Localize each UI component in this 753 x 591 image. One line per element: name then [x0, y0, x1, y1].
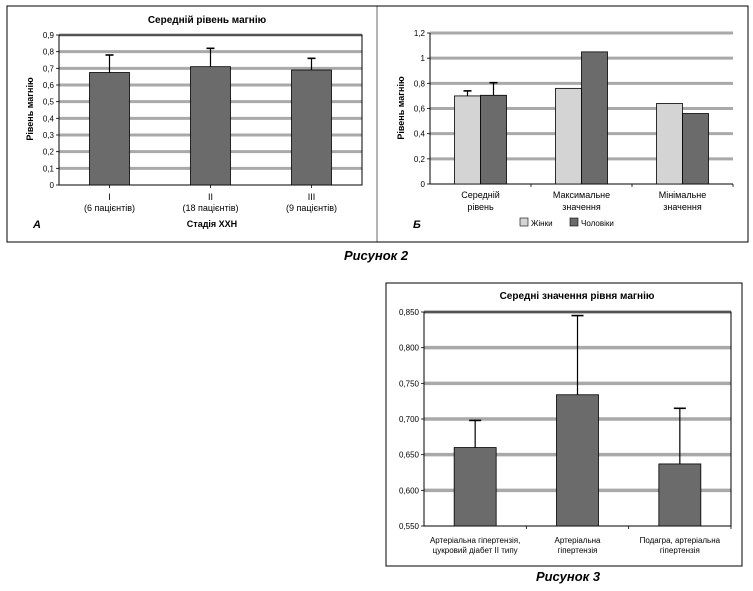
- chart-c-ytick-label: 0,800: [399, 344, 420, 353]
- chart-a-ytick-label: 0,8: [43, 48, 55, 57]
- chart-b-ylabel: Рівень магнію: [396, 76, 406, 140]
- panel-letter-b: Б: [413, 219, 421, 231]
- chart-a-ytick-label: 0,6: [43, 81, 55, 90]
- chart-a-ytick-label: 0,2: [43, 148, 55, 157]
- chart-a-bar: [89, 72, 130, 186]
- chart-c-ytick-label: 0,750: [399, 379, 420, 388]
- chart-b-xtick-label: Середній: [461, 190, 500, 200]
- legend-label-women: Жінки: [531, 219, 553, 228]
- chart-c-ytick-label: 0,600: [399, 486, 420, 495]
- legend-label-men: Чоловіки: [581, 219, 614, 228]
- chart-b-xtick-label: Максимальне: [553, 190, 610, 200]
- chart-c-ytick-label: 0,650: [399, 451, 420, 460]
- chart-c-plot: 0,550 0,600 0,650 0,700 0,750 0,800 0,850 Артер…: [399, 308, 732, 555]
- chart-a-bar: [190, 66, 231, 186]
- chart-c-xtick-sublabel: гіпертензія: [558, 546, 598, 555]
- chart-b-ytick-label: 1,2: [414, 29, 426, 38]
- chart-b-ytick-label: 0,6: [414, 105, 426, 114]
- chart-c-xtick-label: Подагра, артеріальна: [640, 536, 721, 545]
- chart-c-title: Середні значення рівня магнію: [500, 291, 655, 302]
- chart-b-bar-women: [454, 95, 481, 185]
- figure2-caption: Рисунок 2: [344, 248, 409, 263]
- chart-c-ytick-label: 0,550: [399, 522, 420, 531]
- figure2-frame: [6, 5, 749, 243]
- legend-swatch-men: [569, 217, 579, 227]
- figure3-frame: [385, 282, 743, 567]
- chart-a-plot: 0 0,1 0,2 0,3 0,4 0,5 0,6 0,7 0,8 0,9 I(6 пацієнті…: [43, 31, 363, 213]
- chart-b-ytick-label: 0,2: [414, 155, 426, 164]
- chart-b-bar-men: [581, 51, 608, 185]
- chart-c-bar: [556, 394, 599, 527]
- figure3-caption: Рисунок 3: [536, 569, 601, 584]
- chart-c-ytick-label: 0,850: [399, 308, 420, 317]
- chart-c-xtick-label: Артеріальна: [554, 536, 601, 545]
- chart-b-ytick-label: 0,4: [414, 130, 426, 139]
- chart-a-ytick-label: 0,9: [43, 31, 55, 40]
- panel-letter-a: А: [32, 219, 41, 231]
- chart-a-ytick-label: 0,1: [43, 164, 55, 173]
- chart-b-plot: 0 0,2 0,4 0,6 0,8 1 1,2 Середній рівень Максималь…: [414, 29, 734, 212]
- chart-a-xtick-label: III: [308, 192, 316, 202]
- chart-c-ytick-label: 0,700: [399, 415, 420, 424]
- chart-a-xtick-sublabel: (6 пацієнтів): [84, 203, 135, 213]
- chart-a-ytick-label: 0,4: [43, 114, 55, 123]
- chart-a-title: Середній рівень магнію: [148, 15, 267, 26]
- chart-a-ytick-label: 0: [50, 181, 55, 190]
- chart-a-xtick-label: II: [208, 192, 213, 202]
- chart-a-ytick-label: 0,7: [43, 64, 55, 73]
- chart-c-bar: [658, 463, 702, 527]
- chart-a-bar: [291, 69, 332, 186]
- chart-b-bar-men: [682, 113, 709, 185]
- chart-b-bar-women: [656, 103, 683, 185]
- chart-c-xtick-sublabel: цукровий діабет ІІ типу: [433, 546, 518, 555]
- chart-b-xtick-sublabel: значення: [562, 202, 601, 212]
- chart-a-xtick-sublabel: (18 пацієнтів): [182, 203, 238, 213]
- chart-b-bar-women: [555, 87, 582, 185]
- chart-c-bar: [453, 447, 497, 527]
- chart-c-xtick-label: Артеріальна гіпертензія,: [430, 536, 520, 545]
- chart-b-bar-men: [480, 94, 507, 185]
- chart-b-legend: Жінки Чоловіки: [519, 217, 614, 228]
- legend-swatch-women: [519, 217, 529, 227]
- chart-c-xtick-sublabel: гіпертензія: [660, 546, 700, 555]
- chart-b-ytick-label: 0: [421, 180, 426, 189]
- chart-a-ytick-label: 0,5: [43, 98, 55, 107]
- chart-b-ytick-label: 0,8: [414, 79, 426, 88]
- chart-a-xtick-sublabel: (9 пацієнтів): [286, 203, 337, 213]
- chart-a-ytick-label: 0,3: [43, 131, 55, 140]
- chart-b-xtick-label: Мінімальне: [659, 190, 707, 200]
- chart-a-ylabel: Рівень магнію: [25, 77, 35, 141]
- chart-b-xtick-sublabel: значення: [663, 202, 702, 212]
- chart-a-xtick-label: I: [108, 192, 111, 202]
- chart-b-ytick-label: 1: [421, 54, 426, 63]
- chart-b-xtick-sublabel: рівень: [467, 202, 494, 212]
- chart-a-xlabel: Стадія ХХН: [187, 219, 237, 229]
